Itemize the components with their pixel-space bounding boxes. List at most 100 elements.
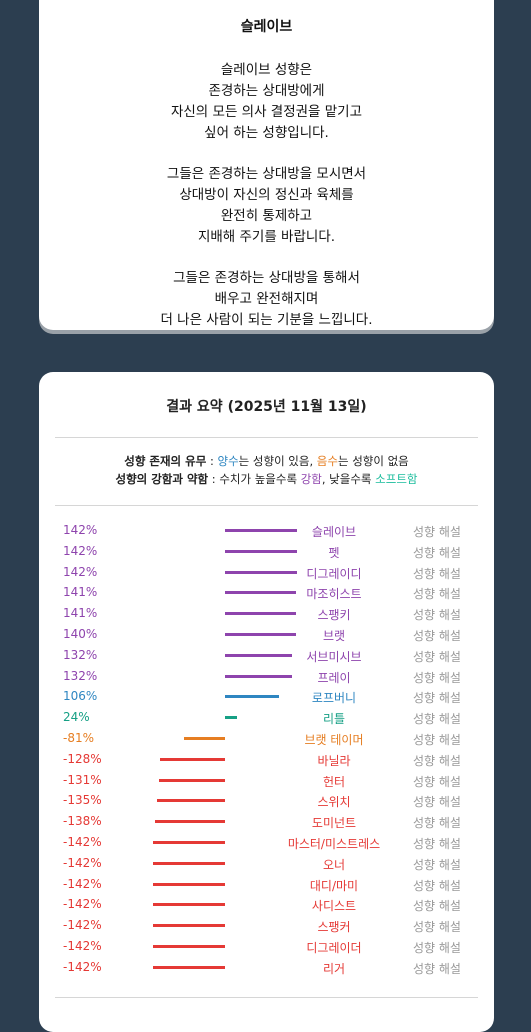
result-type-name[interactable]: 스위치 [317,795,351,810]
desc-line: 슬레이브 성향은 [220,62,313,78]
result-percent: 106% [63,689,98,704]
interpretation-link[interactable]: 성향 해설 [413,774,461,789]
legend-positive: 양수 [217,454,239,468]
interpretation-link[interactable]: 성향 해설 [413,753,461,768]
result-type-name[interactable]: 디그레이더 [306,940,362,955]
result-row: -131% 헌터 성향 해설 [39,770,494,791]
interpretation-link[interactable]: 성향 해설 [413,899,461,914]
result-type-name[interactable]: 리틀 [322,712,346,727]
interpretation-link[interactable]: 성향 해설 [413,940,461,955]
result-bar [156,799,225,803]
interpretation-link[interactable]: 성향 해설 [413,816,461,831]
legend-line-strength: 성향의 강함과 약함 : 수치가 높을수록 강함, 낮을수록 소프트함 [39,470,494,488]
description-paragraph-2: 그들은 존경하는 상대방을 모시면서 상대방이 자신의 정신과 육체를 완전히 … [39,164,494,248]
result-percent: -142% [63,834,102,849]
legend-existence-label: 성향 존재의 유무 [124,454,207,468]
result-type-name[interactable]: 오너 [322,857,346,872]
result-row: 106% 로프버니 성향 해설 [39,686,494,707]
result-type-name[interactable]: 펫 [328,545,340,560]
result-type-name[interactable]: 헌터 [322,774,346,789]
result-row: -142% 사디스트 성향 해설 [39,894,494,915]
result-percent: 142% [63,543,98,558]
interpretation-link[interactable]: 성향 해설 [413,836,461,851]
result-bar [225,674,292,678]
interpretation-link[interactable]: 성향 해설 [413,649,461,664]
result-type-name[interactable]: 리거 [322,961,346,976]
result-type-name[interactable]: 로프버니 [311,691,357,706]
result-type-name[interactable]: 슬레이브 [311,525,357,539]
result-type-name[interactable]: 스팽키 [317,608,351,623]
result-type-name[interactable]: 브랫 테이머 [304,732,364,747]
summary-title: 결과 요약 (2025년 11월 13일) [166,399,367,415]
result-row: -138% 도미넌트 성향 해설 [39,811,494,832]
description-paragraph-3: 그들은 존경하는 상대방을 통해서 배우고 완전해지며 더 나은 사람이 되는 … [39,268,494,331]
result-type-name[interactable]: 스팽커 [317,920,351,935]
result-type-name[interactable]: 도미넌트 [311,816,357,831]
interpretation-link[interactable]: 성향 해설 [413,732,461,747]
interpretation-link[interactable]: 성향 해설 [413,961,461,976]
type-description-card: 슬레이브 슬레이브 성향은 존경하는 상대방에게 자신의 모든 의사 결정권을 … [39,0,494,330]
desc-line: 그들은 존경하는 상대방을 통해서 [173,270,360,286]
result-bar [225,529,297,532]
desc-line: 자신의 모든 의사 결정권을 맡기고 [170,104,363,120]
result-row: -142% 오너 성향 해설 [39,853,494,874]
result-percent: 24% [63,710,90,725]
result-bar [153,882,225,886]
desc-line: 싶어 하는 성향입니다. [204,125,329,141]
result-row: 141% 스팽키 성향 해설 [39,603,494,624]
result-row: 142% 디그레이디 성향 해설 [39,562,494,583]
legend-soft: 소프트함 [375,472,418,486]
result-row: 132% 서브미시브 성향 해설 [39,645,494,666]
desc-line: 완전히 통제하고 [220,208,313,224]
result-bar [153,861,225,865]
divider [55,437,478,438]
interpretation-link[interactable]: 성향 해설 [413,878,461,893]
result-bar [225,591,297,595]
result-bar [153,903,225,907]
legend-text: 는 성향이 있음, [238,454,317,468]
interpretation-link[interactable]: 성향 해설 [413,795,461,810]
result-percent: 132% [63,668,98,683]
result-row: -142% 대디/마미 성향 해설 [39,874,494,895]
interpretation-link[interactable]: 성향 해설 [413,920,461,935]
desc-line: 더 나은 사람이 되는 기분을 느낍니다. [160,312,373,328]
result-percent: -128% [63,751,102,766]
result-percent: 141% [63,585,98,600]
result-type-name[interactable]: 프레이 [317,670,351,685]
interpretation-link[interactable]: 성향 해설 [413,628,461,643]
result-percent: -135% [63,793,102,808]
legend-text: 는 성향이 없음 [337,454,409,468]
interpretation-link[interactable]: 성향 해설 [413,857,461,872]
result-row: -81% 브랫 테이머 성향 해설 [39,728,494,749]
interpretation-link[interactable]: 성향 해설 [413,712,461,727]
result-summary-card: 결과 요약 (2025년 11월 13일) 성향 존재의 유무 : 양수는 성향… [39,372,494,1032]
interpretation-link[interactable]: 성향 해설 [413,691,461,706]
result-type-name[interactable]: 대디/마미 [309,878,359,893]
interpretation-link[interactable]: 성향 해설 [413,608,461,623]
result-bar [225,653,292,657]
interpretation-link[interactable]: 성향 해설 [413,670,461,685]
result-bar [225,632,296,636]
result-type-name[interactable]: 사디스트 [311,899,357,914]
legend: 성향 존재의 유무 : 양수는 성향이 있음, 음수는 성향이 없음 성향의 강… [39,438,494,505]
interpretation-link[interactable]: 성향 해설 [413,525,461,539]
result-percent: -142% [63,938,102,953]
result-type-name[interactable]: 바닐라 [317,753,351,768]
result-percent: -138% [63,814,102,829]
result-row: 142% 슬레이브 성향 해설 [39,520,494,541]
result-percent: 140% [63,626,98,641]
result-type-name[interactable]: 마스터/미스트레스 [287,836,381,851]
result-type-name[interactable]: 브랫 [322,628,346,643]
result-type-name[interactable]: 서브미시브 [306,649,362,664]
interpretation-link[interactable]: 성향 해설 [413,545,461,560]
interpretation-link[interactable]: 성향 해설 [413,566,461,581]
result-bar [160,757,225,761]
result-type-name[interactable]: 마조히스트 [306,587,362,602]
result-percent: -142% [63,876,102,891]
result-type-name[interactable]: 디그레이디 [306,566,362,581]
interpretation-link[interactable]: 성향 해설 [413,587,461,602]
result-percent: -142% [63,897,102,912]
result-percent: 142% [63,564,98,579]
result-percent: -81% [63,730,95,745]
legend-sep: : [206,454,218,468]
